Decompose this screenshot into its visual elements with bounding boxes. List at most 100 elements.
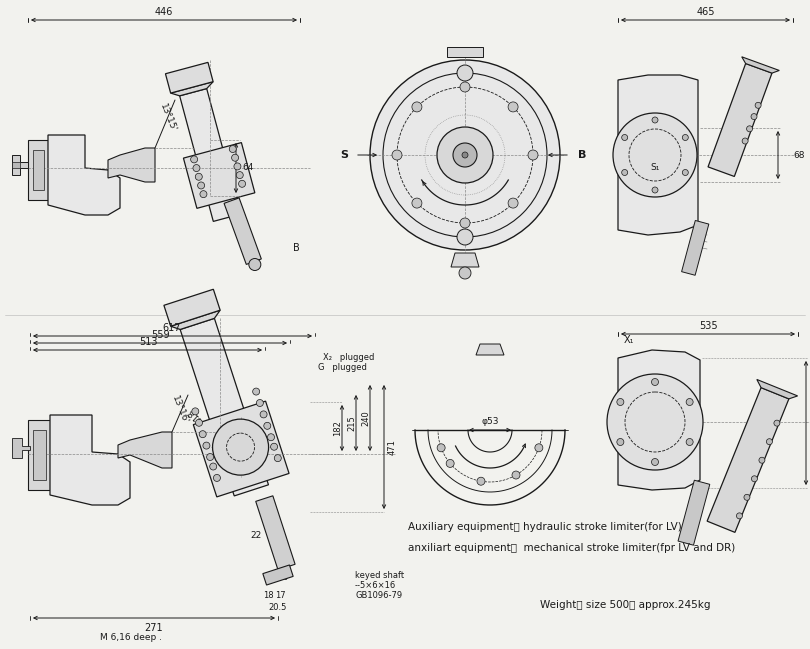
Circle shape: [237, 171, 243, 178]
Text: GB1096-79: GB1096-79: [355, 591, 402, 600]
Polygon shape: [447, 47, 483, 57]
Circle shape: [257, 400, 263, 406]
Polygon shape: [180, 89, 241, 221]
Circle shape: [622, 169, 628, 175]
Text: 17: 17: [275, 591, 285, 600]
Polygon shape: [118, 432, 172, 468]
Polygon shape: [224, 198, 262, 264]
Polygon shape: [180, 319, 268, 496]
Circle shape: [607, 374, 703, 470]
Circle shape: [267, 434, 275, 441]
Polygon shape: [108, 148, 155, 182]
Polygon shape: [171, 82, 213, 96]
Text: S: S: [340, 150, 348, 160]
Text: 465: 465: [697, 7, 715, 17]
Text: keyed shaft: keyed shaft: [355, 570, 404, 580]
Text: 13°16': 13°16': [170, 395, 190, 426]
Text: 559: 559: [151, 330, 169, 340]
Polygon shape: [707, 387, 789, 532]
Polygon shape: [183, 143, 255, 208]
Text: --5×6×16: --5×6×16: [355, 580, 396, 589]
Circle shape: [460, 82, 470, 92]
Circle shape: [686, 398, 693, 406]
Circle shape: [271, 443, 278, 450]
Circle shape: [652, 187, 658, 193]
Circle shape: [742, 138, 748, 144]
Circle shape: [453, 143, 477, 167]
Circle shape: [253, 388, 260, 395]
Circle shape: [234, 163, 241, 170]
Polygon shape: [164, 289, 220, 326]
Circle shape: [751, 114, 757, 119]
Circle shape: [190, 156, 198, 163]
Text: X₁: X₁: [624, 335, 634, 345]
Text: 271: 271: [145, 623, 164, 633]
Polygon shape: [256, 496, 295, 570]
Polygon shape: [33, 430, 46, 480]
Circle shape: [203, 442, 210, 449]
Polygon shape: [12, 162, 20, 168]
Circle shape: [229, 145, 237, 153]
Polygon shape: [28, 420, 50, 490]
Circle shape: [651, 458, 659, 465]
Polygon shape: [50, 415, 130, 505]
Circle shape: [682, 134, 688, 140]
Circle shape: [264, 422, 271, 430]
Polygon shape: [171, 310, 220, 330]
Circle shape: [462, 152, 468, 158]
Text: φ53: φ53: [481, 417, 499, 426]
Polygon shape: [48, 135, 120, 215]
Circle shape: [200, 191, 207, 198]
Circle shape: [508, 198, 518, 208]
Polygon shape: [12, 438, 30, 458]
Circle shape: [736, 513, 743, 519]
Circle shape: [460, 218, 470, 228]
Circle shape: [437, 127, 493, 183]
Text: 68: 68: [793, 151, 804, 160]
Text: 20.5: 20.5: [269, 602, 288, 611]
Text: X₂   plugged: X₂ plugged: [323, 354, 374, 363]
Circle shape: [766, 439, 773, 445]
Text: 471: 471: [387, 439, 397, 455]
Circle shape: [392, 150, 402, 160]
Text: S₁: S₁: [650, 164, 659, 173]
Circle shape: [275, 455, 281, 461]
Circle shape: [192, 408, 198, 415]
Circle shape: [199, 431, 207, 437]
Polygon shape: [194, 401, 289, 497]
Circle shape: [682, 169, 688, 175]
Text: G   plugged: G plugged: [318, 363, 367, 373]
Polygon shape: [757, 380, 798, 399]
Text: 418: 418: [186, 406, 205, 424]
Circle shape: [652, 117, 658, 123]
Polygon shape: [262, 565, 293, 585]
Text: 446: 446: [155, 7, 173, 17]
Text: 513: 513: [139, 337, 157, 347]
Polygon shape: [476, 344, 504, 355]
Polygon shape: [681, 221, 709, 275]
Circle shape: [622, 134, 628, 140]
Circle shape: [508, 102, 518, 112]
Circle shape: [412, 198, 422, 208]
Circle shape: [477, 477, 485, 485]
Circle shape: [212, 419, 269, 475]
Text: M 6,16 deep .: M 6,16 deep .: [100, 633, 162, 643]
Polygon shape: [742, 56, 779, 73]
Polygon shape: [33, 150, 44, 190]
Polygon shape: [28, 140, 48, 200]
Circle shape: [535, 444, 543, 452]
Polygon shape: [618, 350, 700, 490]
Circle shape: [747, 126, 752, 132]
Circle shape: [260, 411, 267, 418]
Polygon shape: [618, 75, 698, 235]
Text: Weight， size 500： approx.245kg: Weight， size 500： approx.245kg: [540, 600, 710, 610]
Text: 13°15': 13°15': [158, 103, 177, 134]
Text: anxiliart equipment：  mechanical stroke limiter(fpr LV and DR): anxiliart equipment： mechanical stroke l…: [408, 543, 735, 553]
Circle shape: [512, 471, 520, 479]
Text: B: B: [578, 150, 586, 160]
Text: 215: 215: [347, 415, 356, 431]
Polygon shape: [12, 155, 28, 175]
Text: φ100: φ100: [267, 574, 288, 583]
Circle shape: [774, 420, 780, 426]
Polygon shape: [678, 480, 710, 545]
